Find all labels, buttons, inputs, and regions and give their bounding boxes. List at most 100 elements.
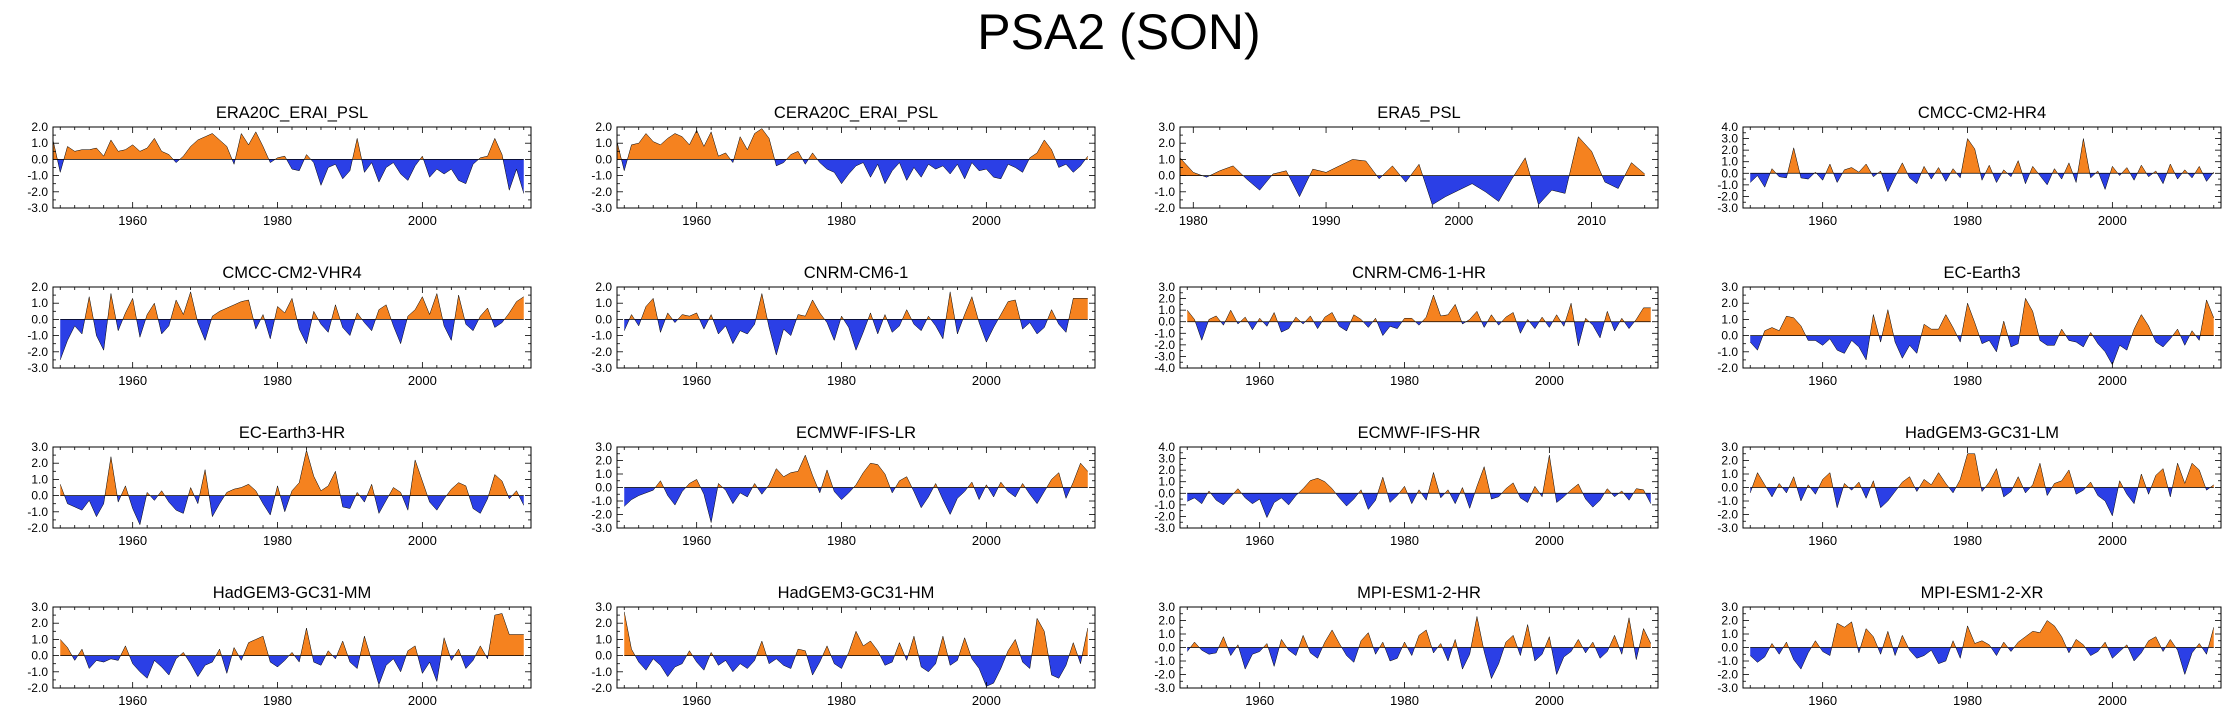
- panel-title: HadGEM3-GC31-MM: [213, 584, 372, 602]
- plot-frame: [1742, 126, 2222, 209]
- y-tick-label: -3.0: [27, 361, 48, 375]
- y-tick-label: 0.0: [1158, 169, 1175, 183]
- series-line: [1750, 297, 2214, 366]
- y-tick-label: -1.0: [1154, 498, 1175, 512]
- y-tick-label: -3.0: [591, 361, 612, 375]
- panel: 3.0 2.0 1.0 0.0 -1.0 -2.0 1960 1980 2000 HadGEM3-…: [27, 584, 532, 708]
- panel: 2.0 1.0 0.0 -1.0 -2.0 -3.0 1960 1980 2000 CMCC-CM…: [27, 264, 532, 388]
- panel: 3.0 2.0 1.0 0.0 -1.0 -2.0 1960 1980 2000 EC-Earth…: [1717, 264, 2222, 388]
- y-tick-label: -2.0: [1717, 361, 1738, 375]
- y-tick-label: -2.0: [27, 521, 48, 535]
- panel-title: ECMWF-IFS-HR: [1358, 424, 1481, 442]
- y-tick-label: -1.0: [1154, 326, 1175, 340]
- y-tick-label: -2.0: [27, 185, 48, 199]
- y-tick-label: 3.0: [1721, 132, 1738, 146]
- y-tick-label: -1.0: [591, 329, 612, 343]
- y-tick-label: -2.0: [1717, 189, 1738, 203]
- negative-anomaly-area: [617, 159, 1088, 184]
- panel-title: ERA20C_ERAI_PSL: [216, 104, 368, 122]
- x-tick-label: 2000: [972, 213, 1001, 228]
- negative-anomaly-area: [1750, 487, 2214, 516]
- y-tick-label: 2.0: [595, 280, 612, 294]
- y-tick-label: 2.0: [31, 616, 48, 630]
- x-tick-label: 1960: [118, 533, 147, 548]
- panel-title: CNRM-CM6-1-HR: [1352, 264, 1486, 282]
- positive-anomaly-area: [1187, 616, 1651, 648]
- series-line: [60, 613, 524, 686]
- y-tick-label: -3.0: [1717, 681, 1738, 695]
- y-tick-label: -2.0: [27, 345, 48, 359]
- y-tick-label: 1.0: [595, 136, 612, 150]
- negative-anomaly-area: [60, 655, 524, 685]
- x-tick-label: 1980: [827, 693, 856, 708]
- series-line: [1187, 616, 1651, 680]
- x-tick-label: 1960: [118, 373, 147, 388]
- panel: 3.0 2.0 1.0 0.0 -1.0 -2.0 1960 1980 2000 EC-Earth…: [27, 424, 532, 548]
- y-tick-label: 3.0: [1721, 280, 1738, 294]
- panel: 3.0 2.0 1.0 0.0 -1.0 -2.0 1960 1980 2000 HadGEM3-…: [591, 584, 1096, 708]
- x-tick-label: 1980: [1953, 533, 1982, 548]
- y-tick-label: -1.0: [27, 505, 48, 519]
- x-tick-label: 2000: [1535, 693, 1564, 708]
- negative-anomaly-area: [1750, 647, 2214, 675]
- x-tick-label: 1960: [682, 533, 711, 548]
- y-tick-label: 0.0: [31, 649, 48, 663]
- x-tick-label: 2000: [408, 693, 437, 708]
- negative-anomaly-area: [1187, 647, 1651, 679]
- x-tick-label: 1980: [827, 373, 856, 388]
- y-tick-label: -1.0: [27, 169, 48, 183]
- panel-title: CERA20C_ERAI_PSL: [774, 104, 938, 122]
- y-tick-label: 1.0: [1158, 303, 1175, 317]
- positive-anomaly-area: [624, 455, 1088, 488]
- x-tick-label: 2000: [408, 533, 437, 548]
- x-tick-label: 1960: [118, 693, 147, 708]
- negative-anomaly-area: [1180, 175, 1645, 205]
- x-tick-label: 1980: [1953, 373, 1982, 388]
- y-tick-label: 3.0: [1158, 600, 1175, 614]
- series-line: [617, 128, 1088, 185]
- y-tick-label: 1.0: [595, 467, 612, 481]
- y-tick-label: 0.0: [1158, 486, 1175, 500]
- series-line: [623, 611, 1089, 687]
- x-tick-label: 1960: [1808, 693, 1837, 708]
- x-tick-label: 1960: [1245, 373, 1274, 388]
- panel-title: MPI-ESM1-2-XR: [1921, 584, 2044, 602]
- panel-title: CMCC-CM2-VHR4: [222, 264, 361, 282]
- y-tick-label: 0.0: [1721, 641, 1738, 655]
- y-tick-label: 0.0: [1158, 315, 1175, 329]
- y-tick-label: 2.0: [595, 120, 612, 134]
- y-tick-label: 1.0: [595, 632, 612, 646]
- y-tick-label: 1.0: [1158, 627, 1175, 641]
- y-tick-label: -1.0: [27, 329, 48, 343]
- y-tick-label: -1.0: [1717, 178, 1738, 192]
- y-tick-label: 3.0: [1158, 120, 1175, 134]
- negative-anomaly-area: [624, 487, 1088, 523]
- y-tick-label: 3.0: [1721, 600, 1738, 614]
- positive-anomaly-area: [624, 611, 1088, 656]
- y-tick-label: 1.0: [1158, 475, 1175, 489]
- x-tick-label: 1980: [827, 533, 856, 548]
- x-tick-label: 1960: [118, 213, 147, 228]
- y-tick-label: 1.0: [31, 472, 48, 486]
- y-tick-label: 3.0: [31, 600, 48, 614]
- y-tick-label: 0.0: [1721, 329, 1738, 343]
- panel-title: EC-Earth3-HR: [239, 424, 345, 442]
- positive-anomaly-area: [1187, 455, 1651, 494]
- y-tick-label: 3.0: [595, 440, 612, 454]
- series-line: [1750, 453, 2214, 517]
- y-tick-label: 0.0: [1721, 481, 1738, 495]
- y-tick-label: -3.0: [1154, 681, 1175, 695]
- y-tick-label: -3.0: [591, 201, 612, 215]
- y-tick-label: -1.0: [591, 169, 612, 183]
- x-tick-label: 1980: [1390, 533, 1419, 548]
- negative-anomaly-area: [1187, 321, 1651, 347]
- y-tick-label: -1.0: [1154, 185, 1175, 199]
- panel-title: HadGEM3-GC31-HM: [778, 584, 935, 602]
- y-tick-label: 2.0: [31, 456, 48, 470]
- x-tick-label: 1980: [1953, 693, 1982, 708]
- y-tick-label: 3.0: [1158, 280, 1175, 294]
- panel: 2.0 1.0 0.0 -1.0 -2.0 -3.0 1960 1980 2000 ERA20C_…: [27, 104, 532, 228]
- series-line: [1187, 294, 1651, 347]
- y-tick-label: 2.0: [1158, 463, 1175, 477]
